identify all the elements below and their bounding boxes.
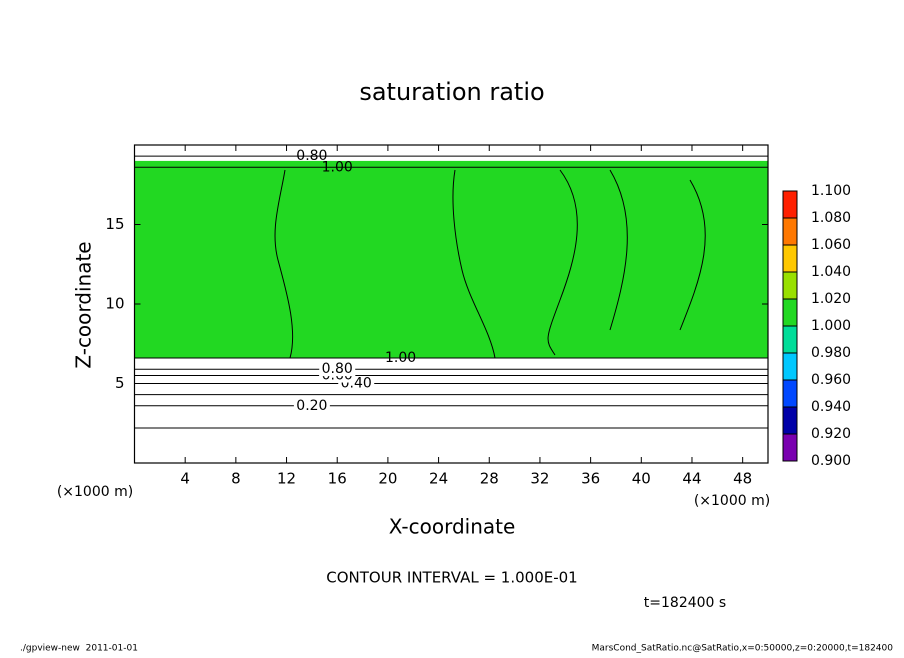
colorbar-label: 1.080: [811, 210, 851, 226]
x-axis-label: X-coordinate: [389, 515, 516, 539]
x-tick-label: 48: [733, 470, 752, 488]
colorbar-band: [783, 326, 797, 353]
x-tick-label: 28: [480, 470, 499, 488]
colorbar-band: [783, 245, 797, 272]
contour-label: 0.20: [296, 398, 327, 414]
x-tick-label: 24: [429, 470, 448, 488]
contour-label: 0.80: [322, 361, 353, 377]
x-tick-label: 16: [328, 470, 347, 488]
contour-decoration: [274, 169, 294, 359]
colorbar-label: 1.100: [811, 183, 851, 199]
colorbar-label: 0.920: [811, 426, 851, 442]
shaded-field: [134, 160, 768, 359]
colorbar-band: [783, 353, 797, 380]
colorbar-label: 1.000: [811, 318, 851, 334]
x-tick-label: 4: [180, 470, 190, 488]
x-tick-label: 44: [682, 470, 701, 488]
y-tick-label: 5: [115, 374, 125, 392]
contour-decoration: [452, 169, 496, 359]
contour-decoration: [547, 169, 706, 356]
colorbar-band: [783, 299, 797, 326]
colorbar-band: [783, 218, 797, 245]
colorbar-label: 0.900: [811, 453, 851, 469]
y-tick-label: 15: [105, 215, 124, 233]
time-label: t=182400 s: [644, 595, 726, 611]
colorbar-label: 0.960: [811, 372, 851, 388]
y-axis-label: Z-coordinate: [72, 241, 96, 368]
x-tick-label: 20: [378, 470, 397, 488]
contour-label: 0.80: [296, 148, 327, 164]
y-tick-label: 10: [105, 295, 124, 313]
contour-label: 1.00: [322, 159, 353, 175]
contour-label-bg: [293, 398, 330, 413]
x-tick-label: 40: [632, 470, 651, 488]
x-tick-label: 8: [231, 470, 241, 488]
x-tick-label: 36: [581, 470, 600, 488]
colorbar-label: 1.040: [811, 264, 851, 280]
colorbar-band: [783, 434, 797, 461]
chart-title: saturation ratio: [359, 78, 544, 106]
colorbar-band: [783, 191, 797, 218]
colorbar-label: 1.020: [811, 291, 851, 307]
footer-left: ./gpview-new 2011-01-01: [20, 644, 138, 654]
contour-label-bg: [319, 362, 356, 377]
x-unit-label: (×1000 m): [57, 484, 133, 500]
colorbar-label: 0.980: [811, 345, 851, 361]
x-tick-label: 32: [530, 470, 549, 488]
colorbar-band: [783, 407, 797, 434]
x-unit-label: (×1000 m): [694, 493, 770, 509]
colorbar-label: 0.940: [811, 399, 851, 415]
x-tick-label: 12: [277, 470, 296, 488]
footer-right: MarsCond_SatRatio.nc@SatRatio,x=0:50000,…: [592, 644, 894, 654]
colorbar-band: [783, 272, 797, 299]
contour-interval: CONTOUR INTERVAL = 1.000E-01: [326, 569, 577, 587]
colorbar-band: [783, 380, 797, 407]
colorbar-label: 1.060: [811, 237, 851, 253]
contour-label: 1.00: [385, 350, 416, 366]
